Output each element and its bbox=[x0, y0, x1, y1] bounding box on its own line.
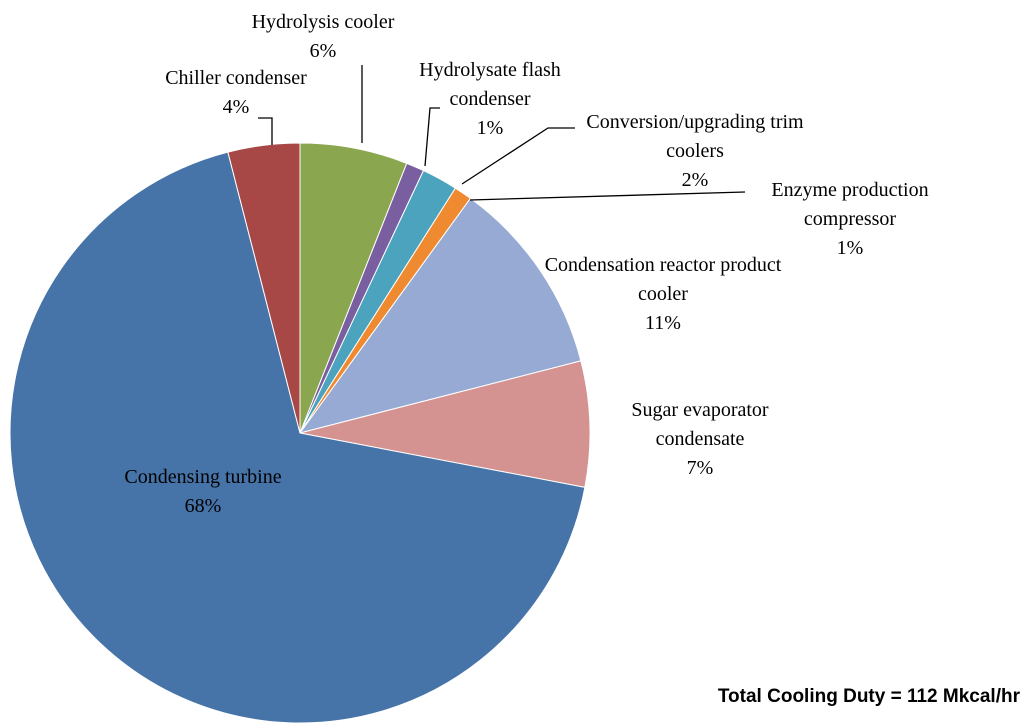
slice-label: Condensation reactor product cooler 11% bbox=[533, 251, 793, 338]
slice-name: Hydrolysis cooler bbox=[251, 11, 395, 33]
slice-value: 1% bbox=[836, 237, 864, 259]
leader-line bbox=[469, 191, 746, 201]
slice-name: Chiller condenser bbox=[165, 67, 307, 89]
slice-name: Condensation reactor product cooler bbox=[544, 254, 782, 305]
slice-label: Enzyme production compressor 1% bbox=[730, 176, 970, 263]
slice-name: Enzyme production compressor bbox=[771, 179, 929, 230]
slice-value: 11% bbox=[645, 312, 681, 334]
slice-name: Condensing turbine bbox=[124, 466, 282, 488]
slice-value: 1% bbox=[476, 117, 504, 139]
slice-label: Hydrolysate flash condenser 1% bbox=[395, 56, 585, 143]
leader-line bbox=[258, 117, 273, 145]
slice-value: 6% bbox=[309, 40, 337, 62]
slice-value: 7% bbox=[686, 457, 714, 479]
slice-value: 68% bbox=[184, 495, 222, 517]
pie-slice bbox=[299, 360, 591, 488]
pie-slice bbox=[298, 197, 582, 434]
leader-line bbox=[424, 107, 440, 167]
pie-slice bbox=[9, 151, 586, 724]
slice-label: Hydrolysis cooler 6% bbox=[223, 8, 423, 66]
leader-line bbox=[461, 127, 575, 185]
slice-name: Sugar evaporator condensate bbox=[631, 399, 769, 450]
slice-name: Conversion/upgrading trim coolers bbox=[586, 111, 804, 162]
slice-label: Conversion/upgrading trim coolers 2% bbox=[565, 108, 825, 195]
slice-label: Chiller condenser 4% bbox=[136, 64, 336, 122]
slice-value: 2% bbox=[681, 169, 709, 191]
slice-label: Sugar evaporator condensate 7% bbox=[585, 396, 815, 483]
slice-name: Hydrolysate flash condenser bbox=[419, 59, 561, 110]
pie-slice bbox=[227, 142, 301, 434]
slice-label: Condensing turbine 68% bbox=[83, 463, 323, 521]
annotation: Total Cooling Duty = 112 Mkcal/hr bbox=[717, 686, 1020, 707]
slice-value: 4% bbox=[222, 96, 250, 118]
